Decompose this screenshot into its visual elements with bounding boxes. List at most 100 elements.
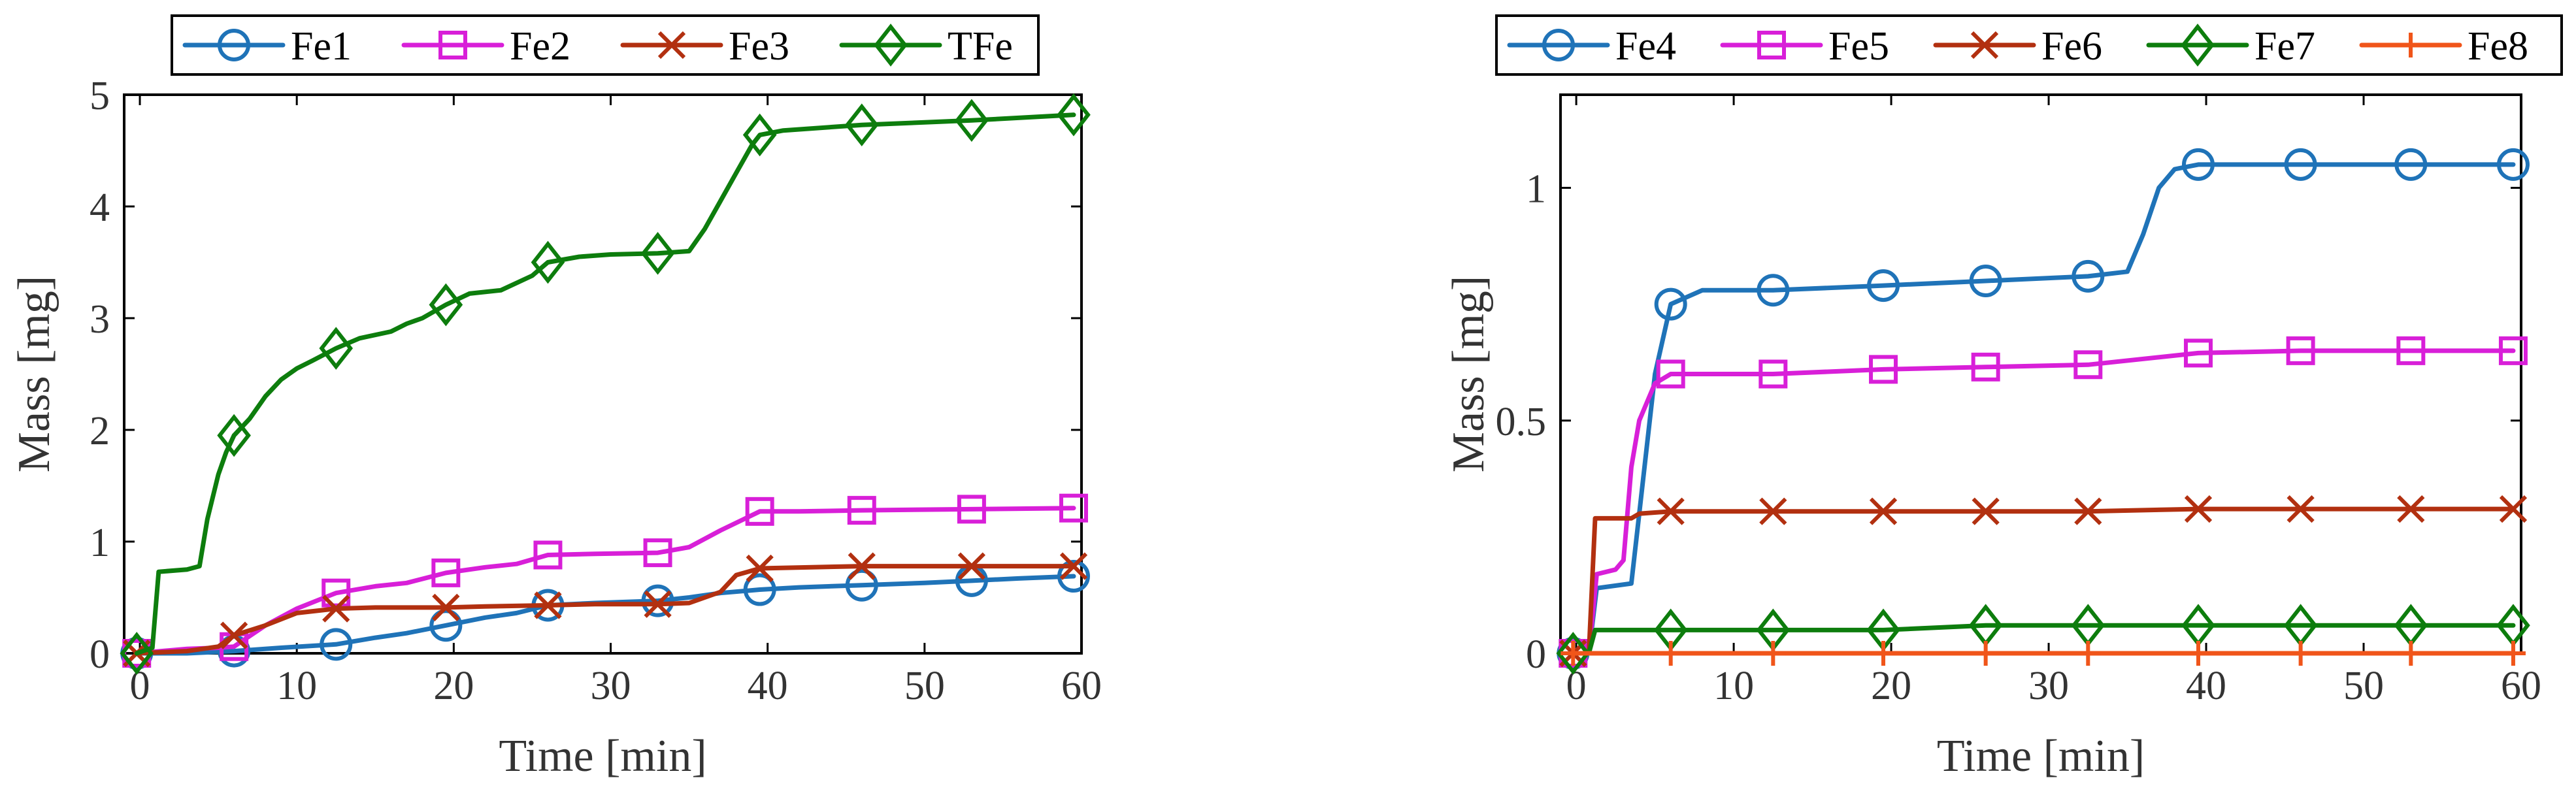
marker-fe8: [2185, 641, 2211, 666]
marker-fe2: [745, 497, 774, 526]
marker-fe3: [220, 621, 248, 649]
marker-fe1: [845, 568, 878, 602]
x-axis-label: Time [min]: [499, 731, 706, 781]
x-tick-label: 40: [748, 664, 788, 708]
marker-tfe: [319, 327, 354, 370]
legend: Fe4 Fe5 Fe6 Fe7 Fe8: [1495, 14, 2563, 76]
legend-label: Fe6: [2041, 24, 2102, 69]
x-tick-label: 0: [130, 664, 150, 708]
legend-entry-fe2: Fe2: [401, 24, 570, 69]
right-chart-panel: 0 10 20 30 40 50 60 0 0.5 1 Time [min] Mass [mg] Fe4…: [1444, 14, 2563, 781]
series-line-fe6: [1570, 506, 2516, 656]
x-tick-label: 40: [2186, 664, 2226, 708]
x-tick-label: 30: [591, 664, 631, 708]
marker-fe8: [2500, 641, 2526, 666]
marker-fe3: [644, 590, 672, 618]
marker-fe8: [1973, 641, 1998, 666]
legend-marker: [2398, 33, 2423, 57]
marker-fe4: [2394, 148, 2428, 181]
marker-fe5: [1971, 352, 2000, 382]
marker-fe4: [2496, 148, 2530, 181]
marker-fe1: [429, 609, 463, 642]
series-fe1: [120, 560, 1090, 670]
marker-fe4: [2284, 148, 2317, 181]
marker-fe3: [432, 593, 460, 622]
marker-fe5: [1656, 359, 1685, 389]
marker-tfe: [955, 99, 989, 142]
legend-label: Fe2: [510, 24, 570, 69]
marker-fe7: [1556, 632, 1591, 675]
marker-fe8: [1658, 641, 1683, 666]
marker-fe1: [743, 573, 776, 606]
legend-entry-fe5: Fe5: [1720, 24, 1889, 69]
marker-tfe: [742, 113, 777, 157]
series-fe5: [1559, 336, 2528, 668]
y-tick-label: 0: [1526, 632, 1546, 677]
x-tick-label: 20: [1871, 664, 1911, 708]
marker-fe2: [847, 496, 876, 525]
marker-fe4: [1654, 287, 1687, 321]
marker-fe5: [2286, 336, 2315, 365]
series-line-fe7: [1570, 623, 2516, 656]
marker-fe5: [1869, 355, 1898, 384]
y-tick-label: 1: [90, 521, 110, 565]
x-axis-label: Time [min]: [1937, 731, 2145, 781]
x-tick-label: 60: [2501, 664, 2541, 708]
marker-tfe: [1057, 93, 1091, 137]
series-fe8: [1560, 641, 2526, 666]
x-tick-label: 20: [433, 664, 474, 708]
left-chart-panel: 0 10 20 30 40 50 60 0 1 2 3 4 5 Time [min] Mass [mg] Fe…: [9, 14, 1102, 781]
marker-tfe: [844, 103, 879, 147]
legend-marker: [218, 29, 250, 61]
legend-marker: [657, 31, 686, 59]
legend-marker: [1757, 31, 1786, 59]
marker-fe8: [2075, 641, 2101, 666]
marker-tfe: [640, 231, 675, 275]
legend-marker: [874, 24, 908, 67]
y-tick-label: 2: [90, 409, 110, 453]
x-tick-label: 50: [904, 664, 945, 708]
marker-tfe: [120, 632, 154, 675]
x-tick-label: 30: [2028, 664, 2069, 708]
y-axis-label: Mass [mg]: [9, 276, 59, 472]
marker-fe3: [957, 552, 986, 580]
x-tick-label: 0: [1566, 664, 1587, 708]
marker-fe4: [2181, 148, 2215, 181]
marker-fe6: [1869, 497, 1898, 525]
series-line-fe2: [134, 506, 1076, 656]
marker-tfe: [217, 414, 251, 457]
series-fe6: [1559, 495, 2528, 668]
marker-fe6: [2397, 495, 2425, 523]
x-tick-label: 10: [1713, 664, 1754, 708]
marker-fe6: [1972, 497, 2000, 525]
legend-marker: [1970, 31, 1999, 59]
marker-fe3: [848, 552, 876, 580]
marker-fe6: [2287, 495, 2315, 523]
marker-fe8: [2398, 641, 2424, 666]
legend-label: Fe8: [2468, 24, 2528, 69]
marker-fe2: [643, 538, 672, 568]
marker-fe2: [533, 540, 563, 570]
legend-label: Fe3: [729, 24, 789, 69]
legend-entry-fe8: Fe8: [2359, 24, 2528, 69]
marker-fe6: [2499, 495, 2528, 523]
marker-fe5: [2396, 336, 2426, 365]
marker-fe1: [1057, 560, 1090, 593]
legend: Fe1 Fe2 Fe3 TFe: [171, 14, 1040, 76]
marker-fe6: [1657, 497, 1685, 525]
series-line-fe5: [1570, 348, 2516, 656]
marker-fe2: [431, 558, 461, 587]
legend-entry-fe1: Fe1: [182, 24, 352, 69]
legend-entry-fe3: Fe3: [620, 24, 789, 69]
legend-entry-fe6: Fe6: [1933, 24, 2102, 69]
marker-fe5: [2073, 350, 2103, 380]
series-fe3: [123, 552, 1088, 668]
legend-marker: [438, 31, 467, 59]
series-line-fe1: [134, 574, 1076, 656]
series-fe4: [1557, 148, 2530, 670]
legend-marker: [1542, 29, 1575, 61]
legend-marker: [2181, 24, 2215, 67]
series-line-tfe: [134, 112, 1076, 656]
marker-fe8: [1560, 641, 1586, 666]
